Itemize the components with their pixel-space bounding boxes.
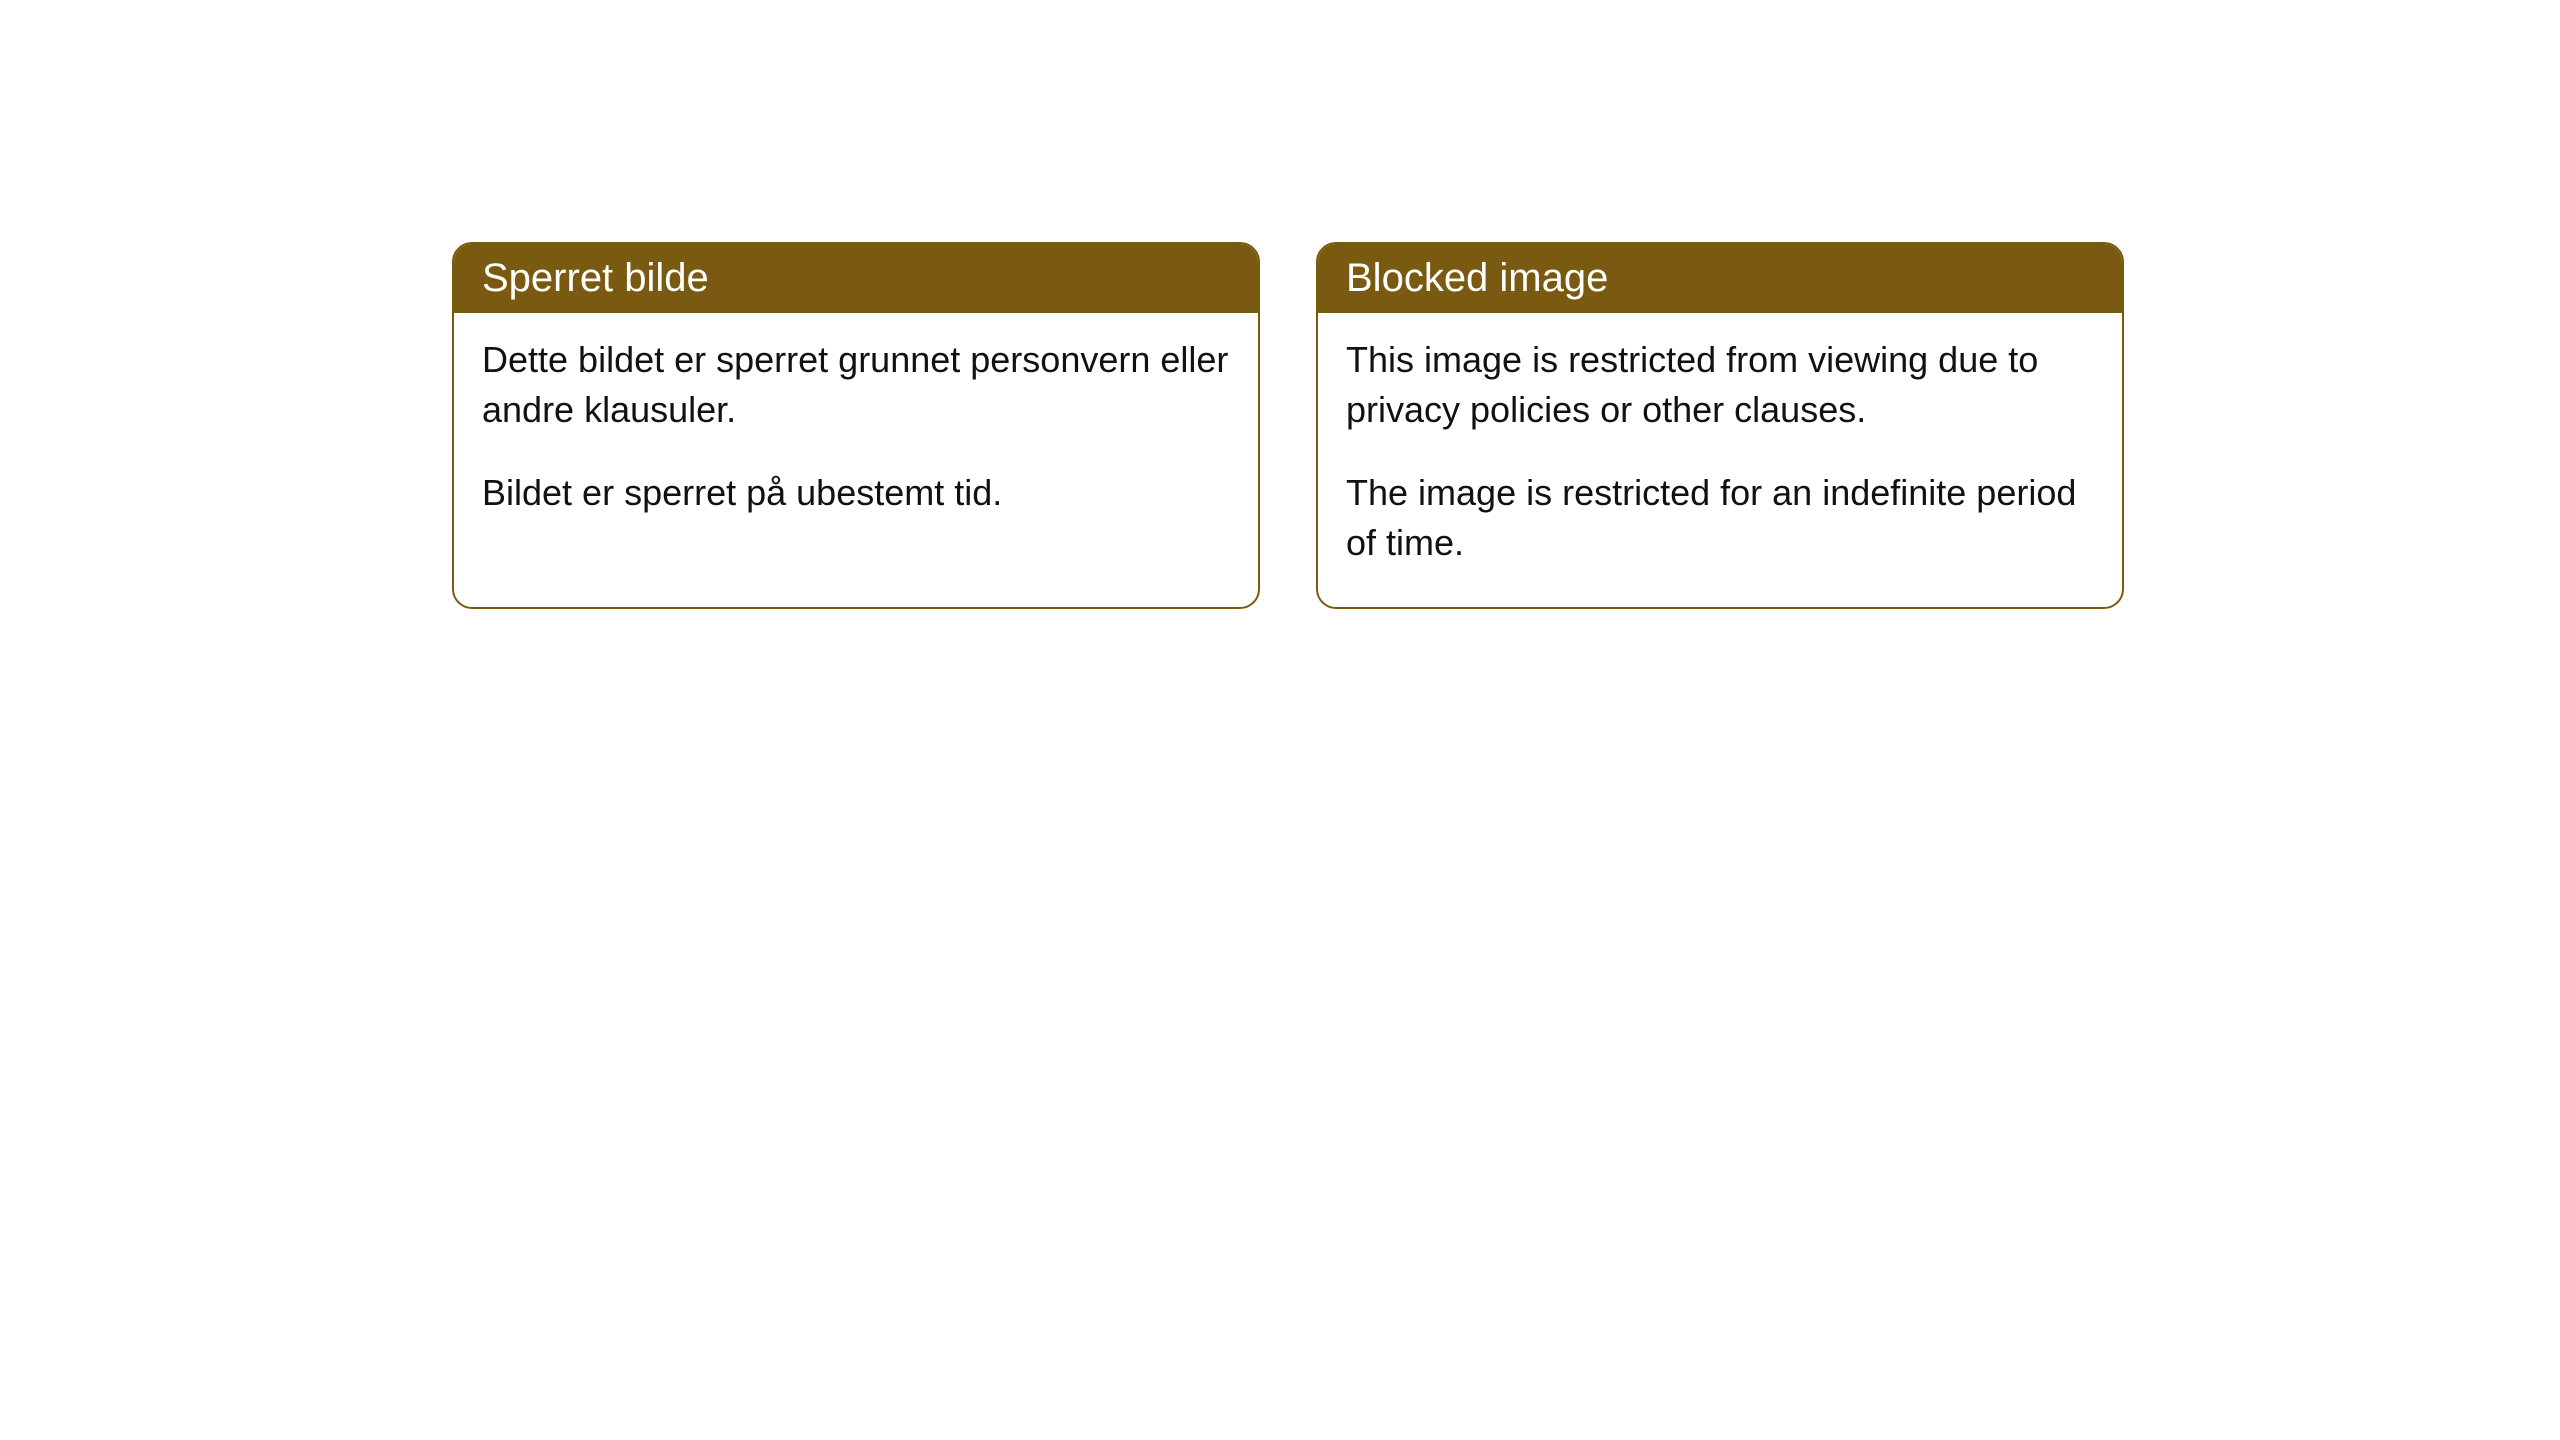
card-body-english: This image is restricted from viewing du… bbox=[1318, 313, 2122, 607]
card-paragraph: Dette bildet er sperret grunnet personve… bbox=[482, 335, 1230, 436]
card-header-english: Blocked image bbox=[1318, 244, 2122, 313]
card-paragraph: The image is restricted for an indefinit… bbox=[1346, 468, 2094, 569]
notice-card-norwegian: Sperret bilde Dette bildet er sperret gr… bbox=[452, 242, 1260, 609]
card-header-norwegian: Sperret bilde bbox=[454, 244, 1258, 313]
notice-card-english: Blocked image This image is restricted f… bbox=[1316, 242, 2124, 609]
card-paragraph: Bildet er sperret på ubestemt tid. bbox=[482, 468, 1230, 518]
card-title: Sperret bilde bbox=[482, 256, 709, 300]
card-body-norwegian: Dette bildet er sperret grunnet personve… bbox=[454, 313, 1258, 556]
card-title: Blocked image bbox=[1346, 256, 1608, 300]
notice-cards-container: Sperret bilde Dette bildet er sperret gr… bbox=[452, 242, 2560, 609]
card-paragraph: This image is restricted from viewing du… bbox=[1346, 335, 2094, 436]
